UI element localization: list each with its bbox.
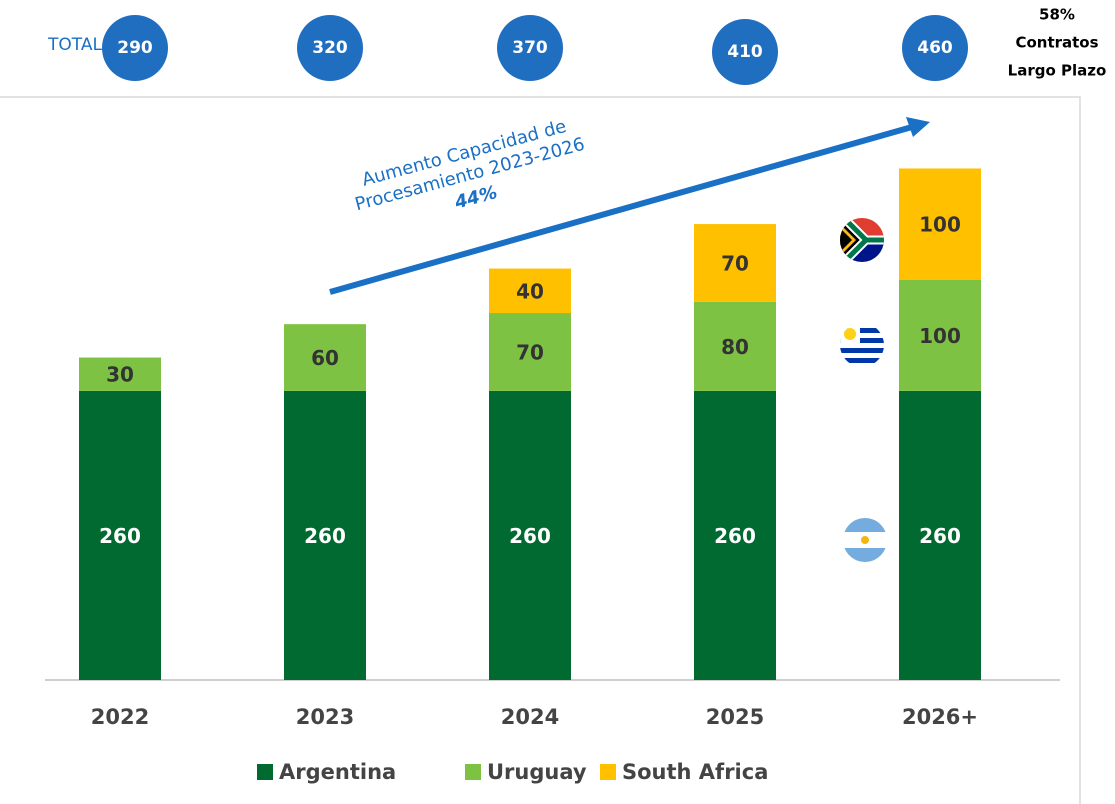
x-tick-label: 2026+ <box>902 705 978 729</box>
total-circle <box>712 19 778 85</box>
note-line: 58% <box>1039 6 1075 24</box>
arrow-shaft <box>329 124 913 295</box>
bar-segment <box>694 301 776 391</box>
legend-label: South Africa <box>622 760 768 784</box>
bar-segment <box>79 357 161 391</box>
total-circle <box>102 15 168 81</box>
legend-swatch <box>600 764 616 780</box>
bar-segment <box>899 390 981 680</box>
flag-uruguay <box>840 323 884 367</box>
x-tick-label: 2022 <box>91 705 149 729</box>
data-label: 70 <box>516 340 544 364</box>
data-label: 80 <box>721 335 749 359</box>
data-label: 60 <box>311 346 339 370</box>
x-tick-label: 2024 <box>501 705 559 729</box>
total-circle <box>497 15 563 81</box>
total-value: 410 <box>727 42 763 62</box>
legend-label: Argentina <box>279 760 396 784</box>
flag-argentina <box>843 518 887 562</box>
bar-segment <box>694 224 776 302</box>
bar-segment <box>79 390 161 680</box>
growth-arrow <box>329 117 930 295</box>
data-label: 70 <box>721 252 749 276</box>
flag-south-africa <box>840 218 884 262</box>
plot-frame <box>0 96 1081 804</box>
data-label: 30 <box>106 363 134 387</box>
note-line: Contratos <box>1015 34 1098 52</box>
data-label: 100 <box>919 213 961 237</box>
data-label: 40 <box>516 279 544 303</box>
totals-label: TOTAL <box>47 35 102 55</box>
bar-segment <box>694 390 776 680</box>
bar-segment <box>899 168 981 280</box>
data-label: 100 <box>919 324 961 348</box>
data-label: 260 <box>919 524 961 548</box>
data-label: 260 <box>304 524 346 548</box>
data-label: 260 <box>714 524 756 548</box>
note-line: Largo Plazo <box>1008 62 1107 80</box>
bar-segment <box>284 390 366 680</box>
bar-segment <box>489 268 571 314</box>
data-label: 260 <box>509 524 551 548</box>
legend-swatch <box>465 764 481 780</box>
total-value: 460 <box>917 38 953 58</box>
bar-segment <box>284 324 366 391</box>
bar-segment <box>489 313 571 391</box>
note: 58% Contratos Largo Plazo <box>1008 6 1107 80</box>
bar-segment <box>899 279 981 391</box>
total-value: 290 <box>117 38 153 58</box>
arrow-head <box>906 117 930 137</box>
x-tick-label: 2023 <box>296 705 354 729</box>
annotation: Aumento Capacidad de Procesamiento 2023-… <box>353 116 587 215</box>
legend-label: Uruguay <box>487 760 587 784</box>
total-circle <box>902 15 968 81</box>
x-tick-label: 2025 <box>706 705 764 729</box>
total-circle <box>297 15 363 81</box>
data-label: 260 <box>99 524 141 548</box>
total-value: 320 <box>312 38 348 58</box>
legend-swatch <box>257 764 273 780</box>
bar-segment <box>489 390 571 680</box>
total-value: 370 <box>512 38 548 58</box>
